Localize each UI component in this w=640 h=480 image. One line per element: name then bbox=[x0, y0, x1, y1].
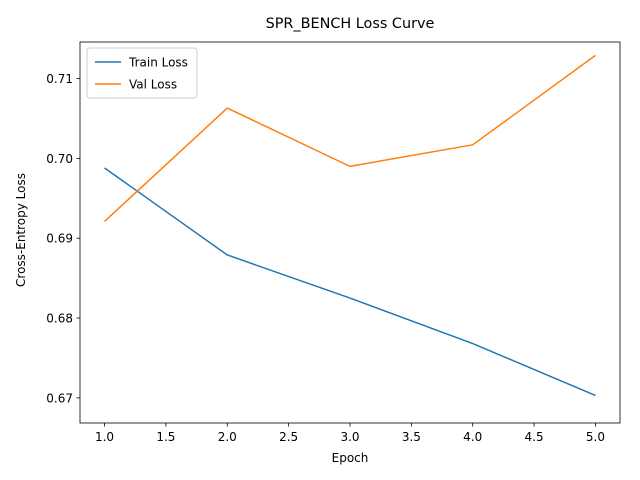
plot-area: 1.0 1.5 2.0 2.5 3.0 3.5 4.0 4.5 5.0 0.67 0.68 0.69 0… bbox=[46, 41, 621, 444]
axes-frame bbox=[79, 41, 621, 424]
x-tick-label: 3.0 bbox=[340, 430, 359, 444]
x-tick-label: 3.5 bbox=[402, 430, 421, 444]
x-tick-label: 2.0 bbox=[218, 430, 237, 444]
series-line-val-loss bbox=[104, 54, 596, 222]
x-tick-label: 1.0 bbox=[95, 430, 114, 444]
series-line-train-loss bbox=[104, 167, 596, 397]
x-tick-label: 5.0 bbox=[586, 430, 605, 444]
y-tick-label: 0.71 bbox=[46, 72, 73, 86]
x-tick-label: 4.5 bbox=[525, 430, 544, 444]
y-axis-label: Cross-Entropy Loss bbox=[14, 173, 28, 287]
chart-title: SPR_BENCH Loss Curve bbox=[266, 16, 435, 32]
y-tick-label: 0.69 bbox=[46, 232, 73, 246]
x-tick-label: 4.0 bbox=[463, 430, 482, 444]
x-axis-label: Epoch bbox=[332, 451, 369, 465]
x-tick-label: 1.5 bbox=[156, 430, 175, 444]
legend-label: Val Loss bbox=[129, 78, 177, 92]
y-tick-label: 0.67 bbox=[46, 391, 73, 405]
x-tick-label: 2.5 bbox=[279, 430, 298, 444]
legend-label: Train Loss bbox=[128, 56, 188, 70]
legend: Train Loss Val Loss bbox=[86, 47, 198, 99]
y-tick-label: 0.68 bbox=[46, 312, 73, 326]
y-tick-label: 0.70 bbox=[46, 152, 73, 166]
legend-box bbox=[86, 47, 198, 99]
